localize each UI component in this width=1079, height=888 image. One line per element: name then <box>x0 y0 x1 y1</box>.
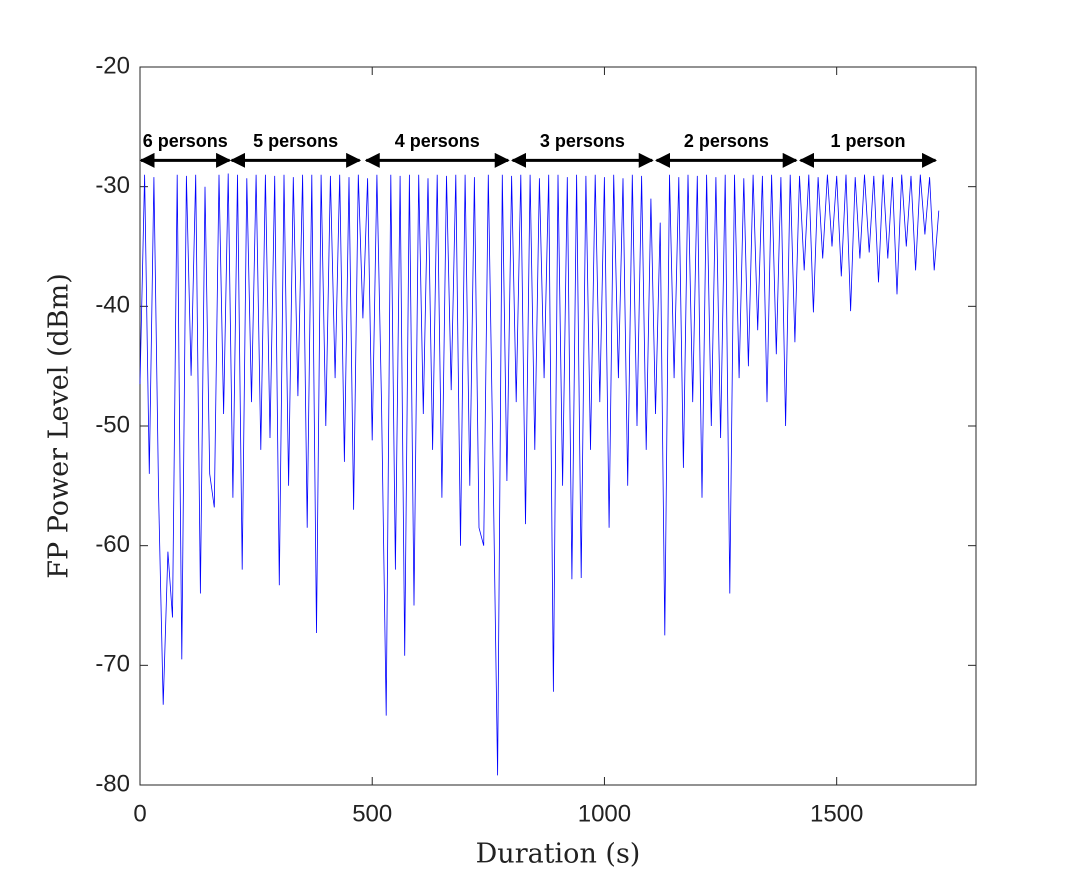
y-tick-label: -50 <box>95 411 130 438</box>
y-tick-label: -80 <box>95 770 130 797</box>
annotation-label: 5 persons <box>253 131 338 151</box>
x-axis-label: Duration (s) <box>476 839 641 870</box>
y-tick-label: -30 <box>95 172 130 199</box>
x-tick-label: 1000 <box>578 800 631 827</box>
y-tick-label: -20 <box>95 52 130 79</box>
y-tick-label: -40 <box>95 292 130 319</box>
annotation-label: 3 persons <box>540 131 625 151</box>
x-tick-label: 0 <box>133 800 146 827</box>
y-tick-label: -60 <box>95 531 130 558</box>
annotation-label: 2 persons <box>684 131 769 151</box>
signal-line <box>139 173 940 776</box>
annotation-label: 6 persons <box>143 131 228 151</box>
x-tick-label: 1500 <box>810 800 863 827</box>
annotation-label: 4 persons <box>395 131 480 151</box>
x-tick-label: 500 <box>352 800 392 827</box>
y-axis-label: FP Power Level (dBm) <box>44 273 75 579</box>
y-tick-label: -70 <box>95 651 130 678</box>
annotation-label: 1 person <box>831 131 906 151</box>
